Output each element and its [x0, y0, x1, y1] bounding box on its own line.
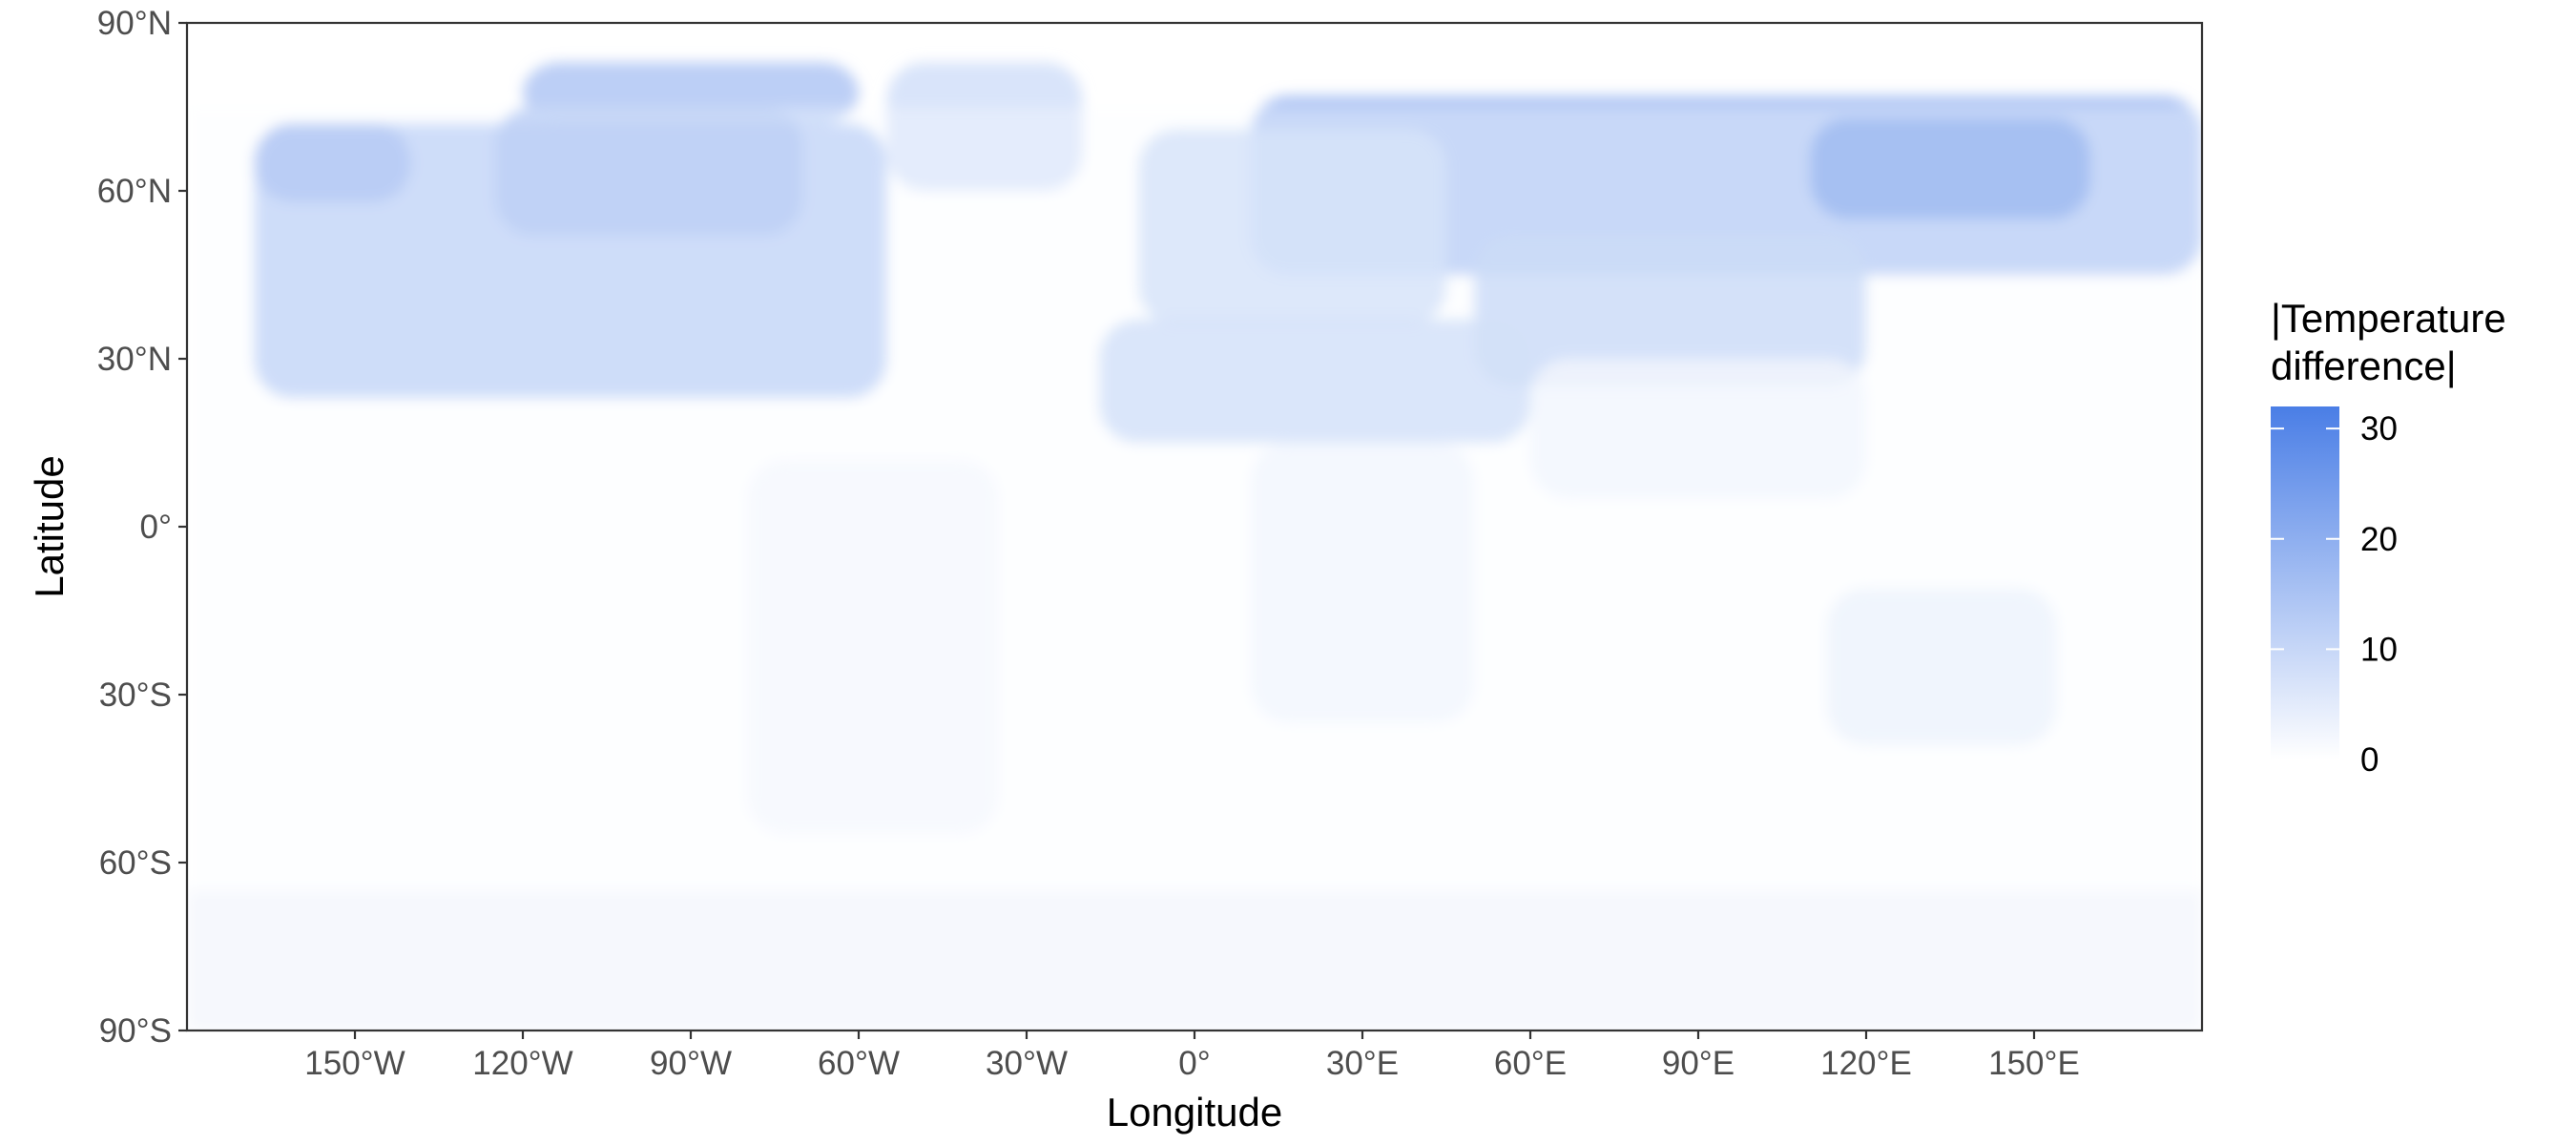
x-tick-label: 0°	[1178, 1045, 1210, 1082]
y-tick-label: 90°N	[97, 5, 172, 42]
legend-break-label: 30	[2360, 410, 2398, 448]
y-axis-title: Latitude	[27, 455, 72, 597]
legend-colorbar	[2271, 406, 2339, 760]
x-axis-ticks: 150°W 120°W 90°W 60°W 30°W 0° 30°E 60°E 90°E 120°…	[304, 1030, 2080, 1082]
legend-title-line-1: |Temperature	[2271, 296, 2506, 341]
legend-break-label: 0	[2360, 741, 2379, 779]
x-tick-label: 30°E	[1326, 1045, 1399, 1082]
x-tick-label: 120°E	[1820, 1045, 1912, 1082]
x-tick-label: 90°E	[1662, 1045, 1735, 1082]
map-raster	[187, 62, 2202, 1030]
x-tick-label: 60°W	[818, 1045, 900, 1082]
legend-break-label: 10	[2360, 631, 2398, 668]
x-tick-label: 60°E	[1494, 1045, 1567, 1082]
legend: |Temperature difference| 30 20 10 0	[2271, 296, 2506, 779]
y-tick-label: 30°N	[97, 341, 172, 378]
x-tick-label: 150°E	[1988, 1045, 2080, 1082]
x-tick-label: 90°W	[650, 1045, 732, 1082]
y-tick-label: 30°S	[99, 677, 172, 714]
legend-break-label: 20	[2360, 521, 2398, 558]
map-region-oceans	[187, 107, 2202, 891]
legend-breaks: 30 20 10 0	[2271, 410, 2398, 779]
x-tick-label: 30°W	[986, 1045, 1068, 1082]
y-tick-label: 0°	[140, 509, 172, 546]
y-tick-label: 90°S	[99, 1012, 172, 1050]
y-axis-ticks: 90°N 60°N 30°N 0° 30°S 60°S 90°S	[97, 5, 187, 1050]
map-regions	[187, 62, 2202, 1030]
y-tick-label: 60°N	[97, 173, 172, 210]
y-tick-label: 60°S	[99, 844, 172, 882]
legend-title-line-2: difference|	[2271, 344, 2457, 388]
x-axis-title: Longitude	[1107, 1090, 1283, 1135]
map-region-antarctica	[187, 890, 2202, 1030]
x-tick-label: 120°W	[472, 1045, 572, 1082]
x-tick-label: 150°W	[304, 1045, 405, 1082]
